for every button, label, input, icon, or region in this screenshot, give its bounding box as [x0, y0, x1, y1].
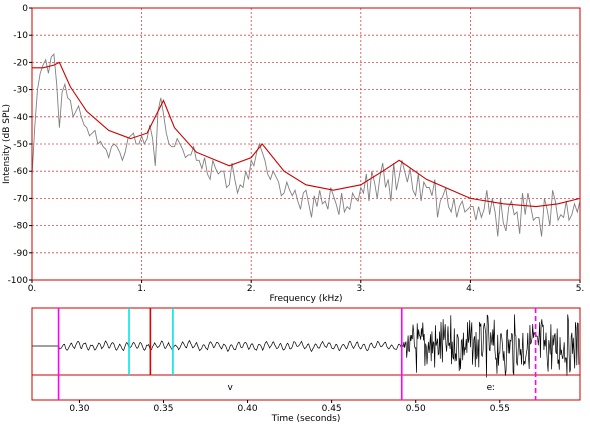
x-tick-label: 1. [137, 284, 146, 294]
series-line-1 [31, 53, 581, 237]
y-tick-label: -20 [13, 58, 28, 68]
y-axis-label: Intensity (dB SPL) [2, 104, 12, 184]
x-tick-label: 0.50 [406, 404, 426, 414]
x-tick-label: 0.55 [490, 404, 510, 414]
y-tick-label: -50 [13, 140, 28, 150]
x-tick-label: 0.35 [153, 404, 173, 414]
y-tick-label: -100 [8, 276, 29, 286]
x-tick-label: 0.40 [238, 404, 258, 414]
x-tick-label: 5. [576, 284, 585, 294]
x-axis-label: Frequency (kHz) [269, 294, 342, 304]
waveform-panel: v eː 0.30 0.35 0.40 0.45 0.50 0.55 Time (seconds… [31, 307, 581, 424]
y-tick-label: 0 [22, 4, 28, 14]
x-tick-label: 2. [247, 284, 256, 294]
segment-label: v [228, 383, 234, 393]
segment-label: eː [487, 383, 496, 393]
waveform-trace [32, 314, 580, 378]
y-tick-label: -40 [13, 113, 28, 123]
y-tick-label: -80 [13, 222, 28, 232]
series-line-0 [32, 61, 581, 208]
y-tick-label: -30 [13, 86, 28, 96]
x-tick-label: 0.45 [322, 404, 342, 414]
y-tick-label: -10 [13, 31, 28, 41]
y-tick-label: -90 [13, 249, 28, 259]
y-tick-label: -70 [13, 194, 28, 204]
x-tick-label: 4. [466, 284, 475, 294]
y-tick-label: -60 [13, 167, 28, 177]
x-tick-label: 0. [28, 284, 37, 294]
x-axis-label: Time (seconds) [271, 414, 341, 424]
x-tick-label: 3. [357, 284, 366, 294]
segment-tier-frame [31, 374, 581, 401]
x-tick-label: 0.30 [69, 404, 89, 414]
